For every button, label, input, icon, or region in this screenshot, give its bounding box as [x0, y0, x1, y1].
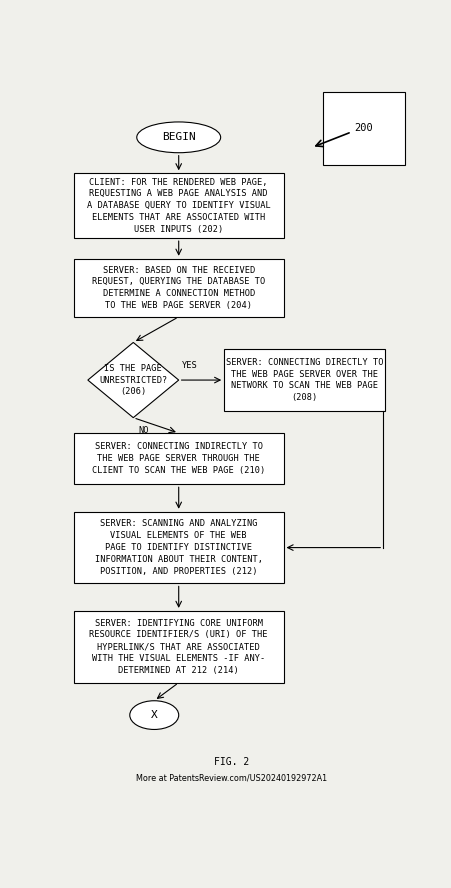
Text: SERVER: CONNECTING INDIRECTLY TO
THE WEB PAGE SERVER THROUGH THE
CLIENT TO SCAN : SERVER: CONNECTING INDIRECTLY TO THE WEB…	[92, 442, 265, 475]
FancyBboxPatch shape	[74, 433, 284, 484]
Text: SERVER: IDENTIFYING CORE UNIFORM
RESOURCE IDENTIFIER/S (URI) OF THE
HYPERLINK/S : SERVER: IDENTIFYING CORE UNIFORM RESOURC…	[89, 619, 268, 675]
Text: SERVER: SCANNING AND ANALYZING
VISUAL ELEMENTS OF THE WEB
PAGE TO IDENTIFY DISTI: SERVER: SCANNING AND ANALYZING VISUAL EL…	[95, 519, 263, 575]
FancyBboxPatch shape	[74, 258, 284, 317]
Ellipse shape	[137, 122, 221, 153]
Text: NO: NO	[138, 425, 149, 435]
Text: SERVER: CONNECTING DIRECTLY TO
THE WEB PAGE SERVER OVER THE
NETWORK TO SCAN THE : SERVER: CONNECTING DIRECTLY TO THE WEB P…	[226, 358, 383, 402]
Text: IS THE PAGE
UNRESTRICTED?
(206): IS THE PAGE UNRESTRICTED? (206)	[99, 364, 167, 396]
Text: 200: 200	[354, 123, 373, 133]
Text: More at PatentsReview.com/US20240192972A1: More at PatentsReview.com/US20240192972A…	[136, 773, 327, 782]
FancyBboxPatch shape	[74, 511, 284, 583]
Ellipse shape	[130, 701, 179, 729]
Text: SERVER: BASED ON THE RECEIVED
REQUEST, QUERYING THE DATABASE TO
DETERMINE A CONN: SERVER: BASED ON THE RECEIVED REQUEST, Q…	[92, 266, 265, 310]
Text: YES: YES	[182, 361, 198, 369]
Text: X: X	[151, 710, 157, 720]
FancyBboxPatch shape	[74, 611, 284, 683]
Text: BEGIN: BEGIN	[162, 132, 196, 142]
Text: FIG. 2: FIG. 2	[213, 757, 249, 766]
Text: CLIENT: FOR THE RENDERED WEB PAGE,
REQUESTING A WEB PAGE ANALYSIS AND
A DATABASE: CLIENT: FOR THE RENDERED WEB PAGE, REQUE…	[87, 178, 271, 234]
FancyBboxPatch shape	[224, 349, 385, 411]
Polygon shape	[88, 343, 179, 417]
FancyBboxPatch shape	[74, 173, 284, 238]
